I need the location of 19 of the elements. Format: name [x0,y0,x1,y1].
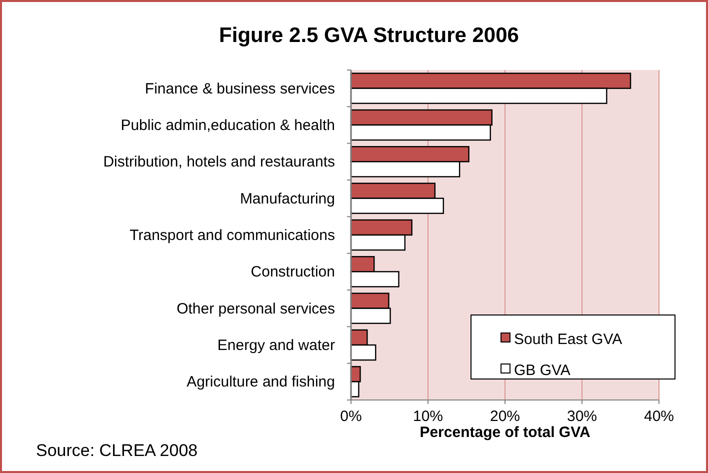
chart-title: Figure 2.5 GVA Structure 2006 [219,24,519,47]
y-tick-label: Public admin,education & health [120,117,335,134]
x-tick-label: 30% [566,408,598,425]
x-tick-label: 40% [644,408,674,425]
legend-label: GB GVA [514,362,570,379]
y-tick-label: Agriculture and fishing [186,374,335,391]
y-tick-label: Distribution, hotels and restaurants [103,154,335,171]
x-tick-label: 10% [412,408,444,425]
legend-label: South East GVA [514,331,622,348]
y-tick-label: Transport and communications [130,227,335,244]
source-note: Source: CLREA 2008 [36,441,198,460]
y-tick-label: Manufacturing [240,190,335,208]
y-tick-label: Finance & business services [144,80,335,98]
x-tick-label: 0% [340,408,362,425]
y-tick-label: Energy and water [217,337,335,354]
x-tick-label: 20% [490,408,520,425]
x-axis-title: Percentage of total GVA [420,424,590,441]
y-tick-label: Construction [250,264,335,281]
y-tick-label: Other personal services [176,300,335,318]
